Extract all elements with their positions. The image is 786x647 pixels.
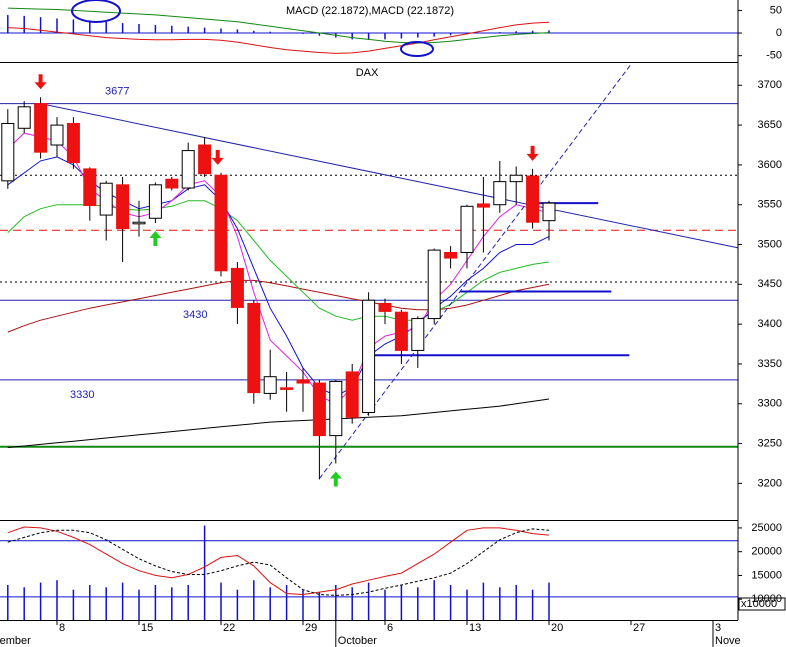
plot-area: 3677 3430 3330 bbox=[0, 7, 738, 620]
scale-box bbox=[738, 597, 786, 611]
candle-body bbox=[526, 175, 540, 223]
trendline bbox=[319, 62, 633, 479]
candle-body bbox=[198, 144, 212, 175]
series-line bbox=[7, 132, 550, 405]
candle-body bbox=[83, 168, 97, 207]
x-tick-label: 3 bbox=[715, 622, 721, 634]
signal-arrow bbox=[211, 149, 224, 165]
candle-body bbox=[460, 205, 474, 253]
candle-body bbox=[116, 184, 130, 230]
y-tick-label: 20000 bbox=[751, 546, 782, 558]
series-line bbox=[7, 398, 550, 448]
candle-body bbox=[345, 371, 359, 418]
x-tick-label: 22 bbox=[223, 622, 235, 634]
macd-title: MACD (22.1872),MACD (22.1872) bbox=[286, 5, 454, 17]
level-label: 3677 bbox=[105, 86, 129, 98]
signal-arrow bbox=[526, 145, 539, 161]
month-label: September bbox=[0, 635, 31, 647]
candle-body bbox=[99, 182, 113, 216]
candle-body bbox=[17, 106, 31, 129]
highlight-circle bbox=[71, 0, 121, 23]
level-label: 3430 bbox=[183, 309, 207, 321]
y-tick-label: 3700 bbox=[758, 79, 782, 91]
y-tick-label: 10000 bbox=[751, 593, 782, 605]
candle-body bbox=[312, 382, 326, 437]
x-tick-label: 27 bbox=[633, 622, 645, 634]
candle-body bbox=[50, 124, 64, 146]
level-label: 3330 bbox=[70, 389, 94, 401]
candle-body bbox=[493, 181, 507, 206]
series-line bbox=[7, 21, 550, 54]
series-line bbox=[7, 279, 550, 333]
signal-arrow bbox=[329, 471, 342, 487]
x-tick-label: 8 bbox=[59, 622, 65, 634]
series-line bbox=[7, 528, 550, 596]
chart-title: DAX bbox=[356, 67, 379, 79]
candle-body bbox=[66, 123, 80, 164]
y-tick-label: 25000 bbox=[751, 522, 782, 534]
y-tick-label: 3450 bbox=[758, 278, 782, 290]
candle-body bbox=[542, 202, 556, 222]
x-tick-label: 13 bbox=[469, 622, 481, 634]
candle-body bbox=[148, 184, 162, 219]
candle-body bbox=[509, 174, 523, 183]
candle-body bbox=[427, 249, 441, 320]
candle-body bbox=[296, 379, 310, 384]
candle-body bbox=[132, 221, 146, 225]
candle-body bbox=[411, 318, 425, 351]
y-tick-label: 3650 bbox=[758, 119, 782, 131]
month-label: October bbox=[338, 635, 377, 647]
y-tick-label: 3550 bbox=[758, 199, 782, 211]
x-tick-label: 29 bbox=[305, 622, 317, 634]
candle-body bbox=[247, 302, 261, 394]
y-tick-label: 3300 bbox=[758, 398, 782, 410]
candle-body bbox=[444, 251, 458, 259]
candle-body bbox=[165, 178, 179, 189]
month-label: November bbox=[715, 635, 766, 647]
trendline bbox=[40, 103, 738, 249]
candle-body bbox=[263, 376, 277, 394]
x-tick-label: 6 bbox=[387, 622, 393, 634]
y-tick-label: 3400 bbox=[758, 318, 782, 330]
highlight-circle bbox=[400, 41, 434, 57]
candle-body bbox=[181, 150, 195, 189]
y-tick-label: 50 bbox=[770, 4, 782, 16]
y-tick-label: 3600 bbox=[758, 159, 782, 171]
y-tick-label: -50 bbox=[766, 50, 782, 62]
x-tick-label: 20 bbox=[551, 622, 563, 634]
candle-body bbox=[214, 174, 228, 272]
y-tick-label: 15000 bbox=[751, 569, 782, 581]
y-tick-label: 3250 bbox=[758, 437, 782, 449]
x-tick-label: 15 bbox=[141, 622, 153, 634]
candle-body bbox=[1, 123, 15, 182]
candle-body bbox=[34, 103, 48, 153]
series-line bbox=[7, 200, 550, 321]
y-tick-label: 3350 bbox=[758, 358, 782, 370]
signal-arrow bbox=[34, 74, 47, 90]
candle-body bbox=[476, 203, 490, 208]
candle-body bbox=[394, 311, 408, 351]
series-line bbox=[7, 526, 550, 596]
y-tick-label: 3200 bbox=[758, 477, 782, 489]
signal-arrow bbox=[149, 231, 162, 247]
candle-body bbox=[378, 302, 392, 312]
scale-label: x10000 bbox=[741, 598, 777, 610]
y-tick-label: 0 bbox=[776, 27, 782, 39]
candle-body bbox=[230, 267, 244, 308]
candle-body bbox=[280, 387, 294, 390]
series-line bbox=[7, 156, 550, 397]
candle-body bbox=[362, 299, 376, 414]
series-line bbox=[7, 7, 550, 44]
y-tick-label: 3500 bbox=[758, 238, 782, 250]
candle-body bbox=[329, 380, 343, 437]
